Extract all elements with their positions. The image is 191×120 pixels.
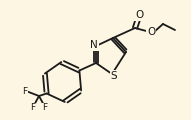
Text: O: O (147, 27, 155, 37)
Text: F: F (22, 87, 28, 96)
Text: F: F (42, 103, 48, 113)
Text: F: F (30, 103, 36, 113)
Text: S: S (111, 71, 117, 81)
Text: O: O (135, 10, 143, 20)
Text: N: N (90, 40, 98, 50)
